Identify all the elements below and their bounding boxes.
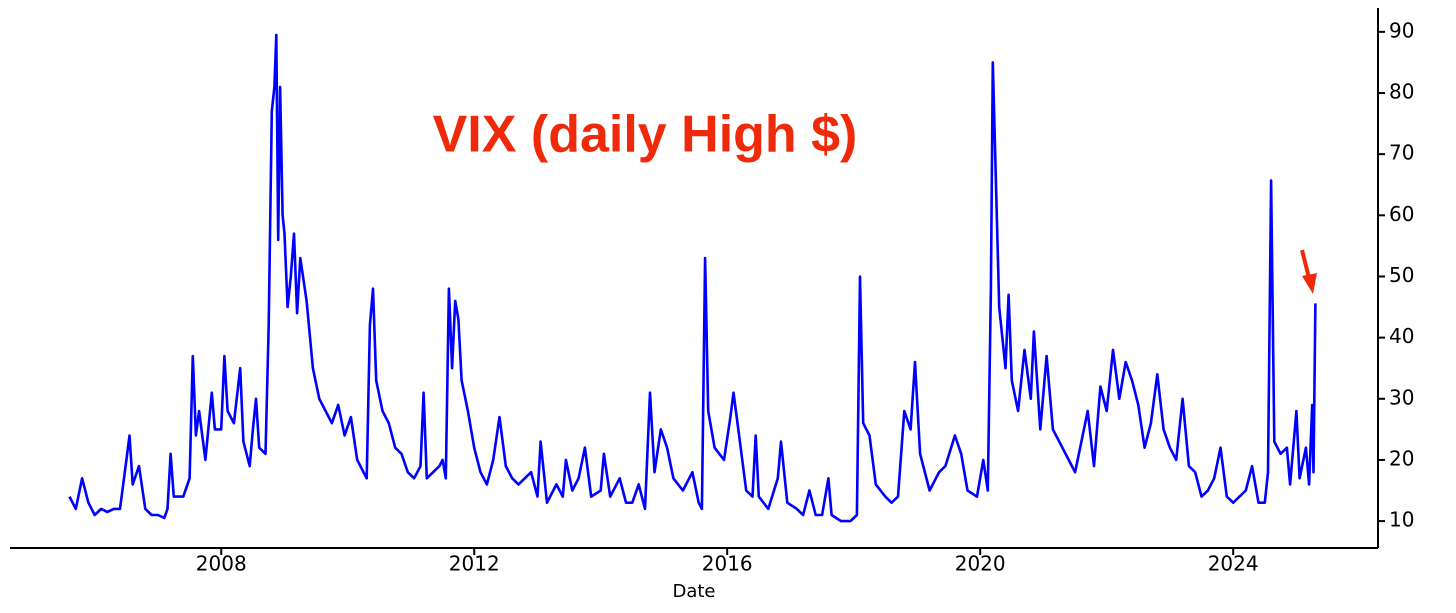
y-tick-label: 90 [1389, 18, 1414, 42]
chart-title: VIX (daily High $) [433, 106, 858, 164]
y-tick-label: 20 [1389, 446, 1414, 470]
y-tick-label: 60 [1389, 202, 1414, 226]
y-tick-label: 50 [1389, 263, 1414, 287]
x-tick-label: 2020 [955, 552, 1006, 576]
arrow-head [1302, 273, 1317, 294]
y-tick-label: 10 [1389, 508, 1414, 532]
y-tick-label: 30 [1389, 385, 1414, 409]
y-tick-label: 70 [1389, 141, 1414, 165]
x-tick-label: 2024 [1208, 552, 1259, 576]
y-tick-label: 40 [1389, 324, 1414, 348]
annotation-arrow [1300, 249, 1317, 294]
arrow-shaft [1300, 249, 1311, 279]
x-tick-label: 2016 [702, 552, 753, 576]
line-series [68, 33, 1317, 523]
x-axis-label: Date [672, 581, 715, 602]
y-tick-label: 80 [1389, 80, 1414, 104]
x-tick-label: 2008 [196, 552, 247, 576]
x-tick-label: 2012 [449, 552, 500, 576]
